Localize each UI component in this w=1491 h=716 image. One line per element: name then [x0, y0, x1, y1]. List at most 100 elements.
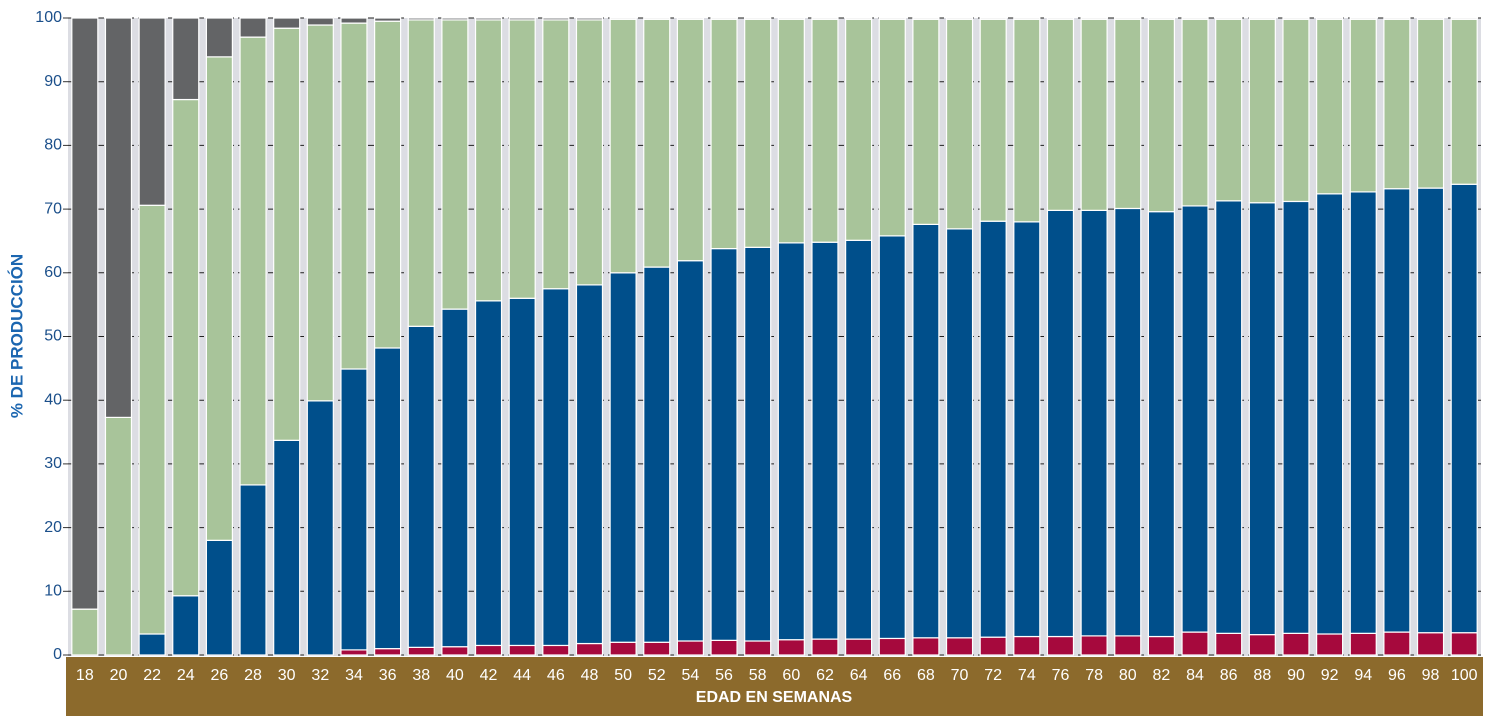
bar-segment	[979, 636, 1007, 656]
bar-segment	[1114, 207, 1142, 637]
bar-segment	[306, 17, 334, 26]
bar-segment	[676, 17, 704, 20]
bar-segment	[71, 17, 99, 610]
bar-segment	[979, 17, 1007, 20]
x-tick-label: 92	[1321, 667, 1339, 684]
bar-segment	[643, 641, 671, 656]
bar-segment	[172, 98, 200, 597]
bar-segment	[407, 325, 435, 648]
bar-segment	[979, 18, 1007, 222]
x-tick-label: 96	[1388, 667, 1406, 684]
x-tick-label: 58	[749, 667, 767, 684]
x-tick-label: 88	[1253, 667, 1271, 684]
x-tick-label: 78	[1085, 667, 1103, 684]
x-tick-label: 74	[1018, 667, 1036, 684]
x-tick-label: 28	[244, 667, 262, 684]
bar-segment	[1282, 17, 1310, 20]
y-tick-label: 30	[44, 455, 62, 472]
bar-segment	[441, 19, 469, 310]
bar-segment	[1046, 209, 1075, 638]
bar-segment	[878, 17, 906, 20]
bar-segment	[575, 284, 604, 645]
x-tick-label: 48	[581, 667, 599, 684]
x-tick-label: 82	[1152, 667, 1170, 684]
bar-segment	[306, 24, 334, 402]
bar-segment	[979, 220, 1007, 638]
bar-segment	[1349, 18, 1377, 193]
bar-segment	[273, 439, 301, 656]
y-tick-label: 70	[44, 200, 62, 217]
bar-segment	[1248, 634, 1276, 656]
bar-segment	[1013, 635, 1041, 656]
bar-segment	[474, 644, 503, 656]
x-tick-label: 56	[715, 667, 733, 684]
bar-segment	[407, 646, 435, 656]
x-tick-label: 46	[547, 667, 565, 684]
bar-segment	[1215, 17, 1243, 20]
bar-segment	[374, 17, 402, 22]
bar-segment	[744, 246, 772, 642]
bar-segment	[1349, 17, 1377, 20]
bar-segment	[1181, 631, 1209, 656]
bar-segment	[1080, 635, 1108, 656]
bar-segment	[1450, 632, 1478, 656]
bar-segment	[575, 642, 604, 656]
bar-segment	[1147, 18, 1175, 213]
bar-segment	[1046, 635, 1075, 656]
bar-segment	[374, 347, 402, 650]
bar-segment	[710, 18, 738, 250]
bar-segment	[777, 242, 805, 641]
y-tick-label: 40	[44, 391, 62, 408]
bar-segment	[474, 17, 503, 21]
bar-segment	[1046, 17, 1075, 20]
bar-segment	[1316, 193, 1344, 635]
bar-segment	[138, 633, 166, 656]
y-tick-label: 90	[44, 73, 62, 90]
bar-segment	[878, 18, 906, 237]
bar-segment	[508, 19, 536, 299]
bar-segment	[710, 247, 738, 641]
bar-segment	[1383, 18, 1411, 190]
x-tick-label: 34	[345, 667, 363, 684]
bar-segment	[643, 266, 671, 643]
bar-segment	[845, 18, 873, 241]
bar-segment	[542, 644, 570, 656]
x-tick-label: 100	[1451, 667, 1478, 684]
bar-segment	[777, 17, 805, 20]
x-tick-label: 72	[984, 667, 1002, 684]
bar-segment	[474, 300, 503, 647]
bar-segment	[845, 17, 873, 20]
bar-segment	[441, 17, 469, 21]
bar-segment	[945, 637, 974, 656]
bar-segment	[1181, 17, 1209, 20]
bar-segment	[306, 400, 334, 656]
bar-segment	[777, 18, 805, 244]
bar-segment	[1147, 635, 1175, 656]
bar-segment	[1248, 18, 1276, 204]
x-tick-label: 86	[1220, 667, 1238, 684]
y-axis-title: % DE PRODUCCIÓN	[7, 254, 26, 418]
bar-segment	[744, 640, 772, 656]
x-axis-title: EDAD EN SEMANAS	[696, 689, 853, 706]
bar-segment	[441, 646, 469, 656]
bar-segment	[542, 288, 570, 647]
bar-segment	[912, 637, 940, 656]
bar-segment	[71, 608, 99, 656]
bar-segment	[172, 17, 200, 101]
x-tick-label: 18	[76, 667, 94, 684]
bar-segment	[1080, 17, 1108, 20]
x-tick-label: 38	[412, 667, 430, 684]
x-tick-label: 52	[648, 667, 666, 684]
bar-segment	[104, 416, 133, 656]
bar-segment	[407, 17, 435, 21]
bar-segment	[676, 640, 704, 656]
x-tick-label: 70	[951, 667, 969, 684]
bar-segment	[1450, 17, 1478, 20]
bar-segment	[1215, 632, 1243, 656]
x-tick-label: 68	[917, 667, 935, 684]
bar-segment	[845, 239, 873, 640]
x-tick-label: 44	[513, 667, 531, 684]
bar-segment	[138, 17, 166, 206]
bar-segment	[340, 17, 368, 24]
